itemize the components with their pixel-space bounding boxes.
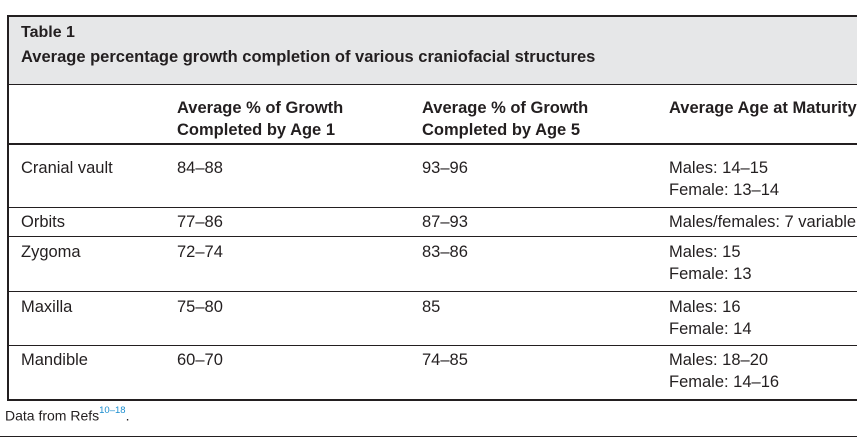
footnote-text: Data from Refs: [5, 407, 100, 424]
row-zygoma-structure: Zygoma: [21, 243, 81, 261]
row-mandible-maturity: Males: 18–20 Female: 14–16: [669, 349, 779, 393]
row-mandible-maturity-line1: Males: 18–20: [669, 351, 769, 369]
row-orbits-maturity: Males/females: 7 variable: [669, 213, 857, 231]
row-divider: [9, 345, 857, 346]
row-mandible-age5: 74–85: [422, 351, 468, 369]
row-cranial-maturity: Males: 14–15 Female: 13–14: [669, 157, 779, 201]
table-caption: Table 1 Average percentage growth comple…: [9, 17, 857, 85]
row-maxilla-maturity-line1: Males: 16: [669, 298, 741, 316]
header-maturity-line2: Average Age at Maturity: [669, 99, 857, 117]
row-maxilla-maturity: Males: 16 Female: 14: [669, 296, 752, 340]
row-zygoma-age5: 83–86: [422, 243, 468, 261]
row-maxilla-structure: Maxilla: [21, 298, 73, 316]
row-divider: [9, 236, 857, 237]
row-cranial-age5: 93–96: [422, 159, 468, 177]
row-zygoma-maturity: Males: 15 Female: 13: [669, 241, 752, 285]
row-divider: [9, 291, 857, 292]
header-rule: [9, 143, 857, 145]
table-title: Average percentage growth completion of …: [21, 48, 596, 66]
row-orbits-age5: 87–93: [422, 213, 468, 231]
header-age1: Average % of Growth Completed by Age 1: [177, 97, 343, 141]
header-age5-line2: Completed by Age 5: [422, 121, 580, 139]
row-cranial-maturity-line2: Female: 13–14: [669, 181, 780, 199]
footnote-ref-link[interactable]: 10–18: [99, 405, 126, 416]
row-orbits-structure: Orbits: [21, 213, 66, 231]
row-mandible-structure: Mandible: [21, 351, 88, 369]
row-mandible-maturity-line2: Female: 14–16: [669, 373, 780, 391]
row-cranial-age1: 84–88: [177, 159, 223, 177]
row-zygoma-age1: 72–74: [177, 243, 223, 261]
row-maxilla-maturity-line2: Female: 14: [669, 320, 752, 338]
header-maturity: Average Age at Maturity: [669, 97, 857, 119]
page-divider: [0, 436, 857, 437]
table-footnote: Data from Refs10–18.: [5, 405, 130, 424]
footnote-end: .: [125, 407, 130, 424]
row-zygoma-maturity-line2: Female: 13: [669, 265, 752, 283]
row-orbits-age1: 77–86: [177, 213, 223, 231]
header-age1-line1: Average % of Growth: [177, 99, 344, 117]
row-maxilla-age5: 85: [422, 298, 441, 316]
row-maxilla-age1: 75–80: [177, 298, 223, 316]
header-age5-line1: Average % of Growth: [422, 99, 589, 117]
table-frame: Table 1 Average percentage growth comple…: [7, 15, 857, 401]
table-label: Table 1: [21, 24, 75, 41]
header-age1-line2: Completed by Age 1: [177, 121, 335, 139]
row-cranial-maturity-line1: Males: 14–15: [669, 159, 769, 177]
row-divider: [9, 207, 857, 208]
header-age5: Average % of Growth Completed by Age 5: [422, 97, 588, 141]
row-zygoma-maturity-line1: Males: 15: [669, 243, 741, 261]
row-mandible-age1: 60–70: [177, 351, 223, 369]
row-cranial-structure: Cranial vault: [21, 159, 113, 177]
